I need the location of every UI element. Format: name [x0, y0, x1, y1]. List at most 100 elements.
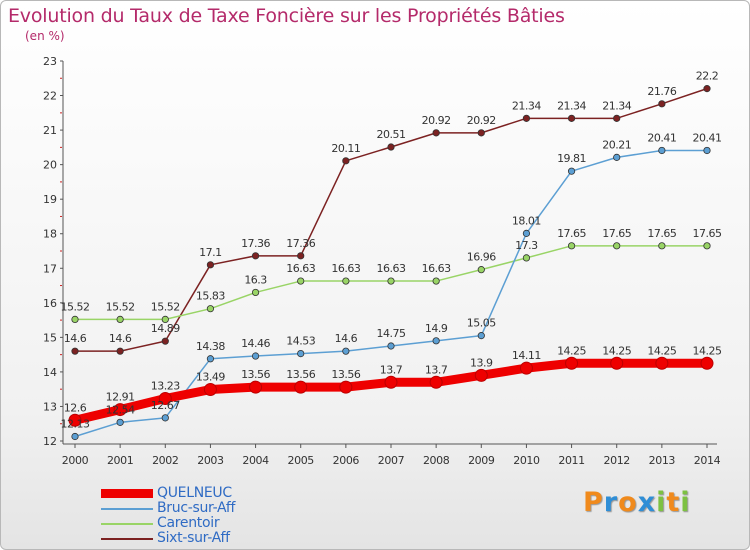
data-point-sixt-sur-aff: [522, 114, 531, 122]
logo-letter: P: [583, 487, 604, 518]
y-tick-label: 17: [43, 262, 57, 275]
data-point-carentoir: [387, 277, 395, 285]
data-label-quelneuc: 13.56: [286, 368, 315, 381]
data-point-carentoir: [297, 277, 305, 285]
x-tick-label: 2002: [152, 454, 178, 467]
data-point-bruc-sur-aff: [613, 153, 621, 161]
x-tick-label: 2003: [197, 454, 224, 467]
data-label-quelneuc: 13.23: [151, 380, 180, 393]
data-point-carentoir: [703, 242, 711, 250]
data-label-sixt-sur-aff: 21.34: [602, 99, 631, 112]
data-point-quelneuc: [565, 356, 579, 370]
data-label-sixt-sur-aff: 14.6: [64, 332, 87, 345]
data-point-bruc-sur-aff: [206, 355, 215, 363]
data-label-sixt-sur-aff: 17.1: [199, 246, 222, 259]
data-point-sixt-sur-aff: [71, 347, 79, 355]
x-tick-label: 2008: [423, 454, 450, 467]
logo-letter: o: [618, 487, 638, 518]
data-point-quelneuc: [519, 361, 533, 375]
data-label-bruc-sur-aff: 20.41: [693, 131, 722, 144]
data-label-quelneuc: 14.11: [512, 349, 541, 362]
x-tick-label: 2001: [107, 454, 133, 467]
logo-letter: x: [637, 487, 657, 518]
y-tick-label: 22: [43, 90, 57, 103]
data-label-quelneuc: 12.91: [106, 391, 135, 404]
legend-label-carentoir: Carentoir: [157, 515, 220, 531]
data-point-quelneuc: [700, 356, 714, 370]
legend-item-sixt-sur-aff: Sixt-sur-Aff: [101, 531, 235, 546]
data-point-carentoir: [116, 315, 124, 323]
y-tick-label: 18: [43, 228, 57, 241]
data-label-bruc-sur-aff: 12.13: [61, 418, 90, 431]
data-point-quelneuc: [429, 375, 443, 389]
data-label-quelneuc: 13.56: [241, 368, 270, 381]
data-label-bruc-sur-aff: 12.67: [151, 399, 180, 412]
data-point-quelneuc: [68, 413, 82, 427]
data-label-bruc-sur-aff: 14.38: [196, 340, 225, 353]
chart-subtitle: (en %): [25, 29, 65, 43]
data-point-carentoir: [432, 277, 440, 285]
data-point-sixt-sur-aff: [251, 252, 260, 260]
x-tick-label: 2012: [604, 454, 630, 467]
data-point-carentoir: [206, 305, 215, 313]
data-label-bruc-sur-aff: 14.9: [425, 322, 448, 335]
data-point-carentoir: [613, 242, 621, 250]
y-tick-label: 23: [43, 55, 57, 68]
data-point-carentoir: [71, 315, 79, 323]
x-tick-label: 2009: [468, 454, 495, 467]
data-label-bruc-sur-aff: 14.46: [241, 337, 270, 350]
proxiti-logo: Proxiti: [583, 487, 691, 518]
data-point-bruc-sur-aff: [477, 332, 485, 340]
legend-swatch-bruc-sur-aff: [101, 507, 153, 510]
data-label-carentoir: 15.83: [196, 290, 225, 303]
data-label-sixt-sur-aff: 14.89: [151, 322, 180, 335]
data-point-sixt-sur-aff: [206, 261, 215, 269]
data-label-quelneuc: 13.7: [380, 363, 403, 376]
data-point-sixt-sur-aff: [432, 129, 440, 137]
data-label-quelneuc: 14.25: [557, 344, 586, 357]
data-point-quelneuc: [474, 368, 488, 382]
data-label-carentoir: 16.3: [244, 273, 267, 286]
data-point-quelneuc: [294, 380, 308, 394]
data-label-bruc-sur-aff: 20.21: [602, 138, 631, 151]
data-point-sixt-sur-aff: [703, 85, 711, 93]
data-label-quelneuc: 13.56: [331, 368, 360, 381]
y-tick-label: 15: [43, 331, 57, 344]
data-point-bruc-sur-aff: [161, 414, 169, 422]
logo-letter: t: [666, 487, 681, 518]
data-label-carentoir: 17.3: [515, 239, 538, 252]
data-label-carentoir: 15.52: [151, 300, 180, 313]
y-tick-label: 19: [43, 193, 57, 206]
data-label-sixt-sur-aff: 20.92: [467, 114, 496, 127]
data-point-bruc-sur-aff: [567, 167, 576, 175]
data-point-quelneuc: [339, 380, 353, 394]
data-point-carentoir: [161, 315, 169, 323]
y-tick-label: 16: [43, 297, 57, 310]
data-label-carentoir: 16.63: [377, 262, 406, 275]
logo-letter: i: [656, 487, 667, 518]
data-label-sixt-sur-aff: 21.34: [512, 99, 541, 112]
legend-label-quelneuc: QUELNEUC: [157, 485, 232, 501]
data-point-carentoir: [342, 277, 350, 285]
data-point-bruc-sur-aff: [251, 352, 260, 360]
y-tick-label: 13: [43, 400, 57, 413]
data-point-carentoir: [477, 266, 485, 274]
data-label-quelneuc: 12.6: [64, 401, 87, 414]
data-label-sixt-sur-aff: 22.2: [696, 70, 719, 83]
data-label-bruc-sur-aff: 14.6: [335, 332, 358, 345]
y-tick-label: 12: [43, 435, 57, 448]
x-tick-label: 2004: [242, 454, 269, 467]
data-label-carentoir: 17.65: [693, 227, 722, 240]
data-point-quelneuc: [610, 356, 624, 370]
data-label-carentoir: 15.52: [61, 300, 90, 313]
data-point-bruc-sur-aff: [116, 418, 124, 426]
data-label-quelneuc: 14.25: [602, 344, 631, 357]
y-tick-label: 14: [43, 366, 57, 379]
data-point-bruc-sur-aff: [342, 347, 350, 355]
data-point-sixt-sur-aff: [387, 143, 395, 151]
data-point-sixt-sur-aff: [116, 347, 124, 355]
data-label-sixt-sur-aff: 21.76: [647, 85, 676, 98]
data-point-bruc-sur-aff: [703, 146, 711, 155]
data-point-quelneuc: [384, 375, 398, 389]
